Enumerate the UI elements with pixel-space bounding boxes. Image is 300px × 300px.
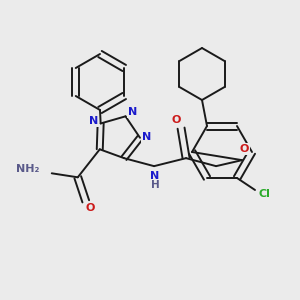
Text: NH₂: NH₂	[16, 164, 40, 174]
Text: H: H	[151, 180, 159, 190]
Text: N: N	[89, 116, 98, 127]
Text: Cl: Cl	[258, 189, 270, 199]
Text: O: O	[85, 203, 94, 213]
Text: N: N	[150, 171, 160, 181]
Text: O: O	[171, 115, 181, 125]
Text: N: N	[142, 132, 152, 142]
Text: N: N	[128, 107, 137, 117]
Text: O: O	[239, 144, 249, 154]
